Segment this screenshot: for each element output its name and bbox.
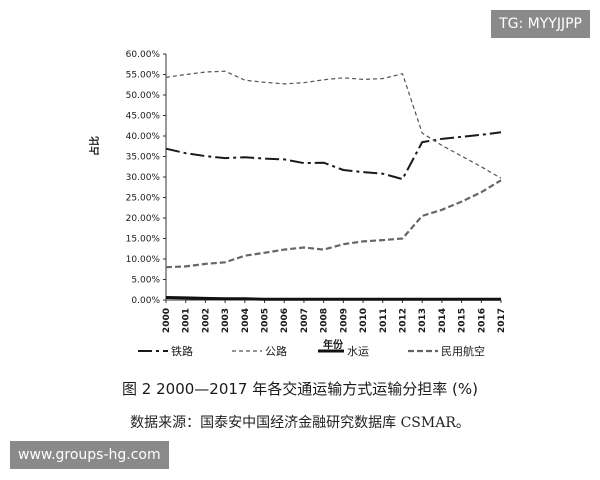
x-tick-label: 2015 bbox=[458, 308, 468, 333]
y-axis-title: 占比 bbox=[88, 136, 101, 156]
x-tick-label: 2007 bbox=[300, 308, 310, 333]
y-tick-label: 20.00% bbox=[126, 214, 161, 224]
x-tick-label: 2003 bbox=[221, 308, 231, 333]
y-tick-label: 35.00% bbox=[126, 153, 161, 163]
y-tick-label: 25.00% bbox=[126, 194, 161, 204]
x-tick-label: 2001 bbox=[182, 308, 192, 333]
x-tick-label: 2009 bbox=[339, 308, 349, 333]
x-tick-label: 2014 bbox=[438, 308, 448, 333]
x-tick-label: 2004 bbox=[241, 308, 251, 333]
x-tick-label: 2011 bbox=[379, 308, 389, 333]
y-tick-label: 30.00% bbox=[126, 173, 161, 183]
legend-label-2: 公路 bbox=[265, 345, 287, 358]
x-tick-label: 2016 bbox=[477, 308, 487, 333]
watermark-bottom-left: www.groups-hg.com bbox=[10, 441, 169, 469]
series-line-1 bbox=[165, 131, 502, 181]
y-tick-label: 10.00% bbox=[126, 255, 161, 265]
y-tick-label: 50.00% bbox=[126, 91, 161, 101]
figure-caption: 图 2 2000—2017 年各交通运输方式运输分担率 (%) bbox=[122, 380, 478, 398]
y-tick-label: 55.00% bbox=[126, 71, 161, 81]
series-line-2 bbox=[165, 70, 502, 179]
source-note: 数据来源：国泰安中国经济金融研究数据库 CSMAR。 bbox=[130, 415, 470, 431]
y-tick-label: 60.00% bbox=[126, 50, 161, 60]
y-tick-label: 15.00% bbox=[126, 235, 161, 245]
watermark-top-right: TG: MYYJJPP bbox=[491, 10, 590, 38]
x-axis-title: 年份 bbox=[323, 338, 344, 351]
legend-label-3: 水运 bbox=[347, 345, 369, 358]
x-tick-label: 2013 bbox=[418, 308, 428, 333]
series-line-3 bbox=[165, 296, 501, 301]
plot-area: 0.00% 5.00% 10.00% 15.00% 20.00% 25.00% 30.00%… bbox=[126, 50, 507, 333]
x-tick-label: 2005 bbox=[261, 308, 271, 333]
legend-label-4: 民用航空 bbox=[441, 344, 485, 358]
y-tick-label: 45.00% bbox=[126, 112, 161, 122]
legend-label-1: 铁路 bbox=[171, 345, 193, 358]
x-tick-label: 2012 bbox=[398, 308, 408, 333]
y-tick-label: 40.00% bbox=[126, 132, 161, 142]
y-tick-label: 0.00% bbox=[131, 296, 160, 306]
series-line-4 bbox=[165, 179, 502, 269]
y-tick-label: 5.00% bbox=[131, 276, 160, 286]
x-tick-label: 2000 bbox=[162, 308, 172, 333]
x-tick-label: 2017 bbox=[497, 308, 507, 333]
x-tick-label: 2008 bbox=[320, 308, 330, 333]
x-tick-label: 2010 bbox=[359, 308, 369, 333]
x-tick-label: 2002 bbox=[201, 308, 211, 333]
x-tick-label: 2006 bbox=[280, 308, 290, 333]
legend: 铁路 公路 水运 民用航空 bbox=[138, 344, 485, 358]
